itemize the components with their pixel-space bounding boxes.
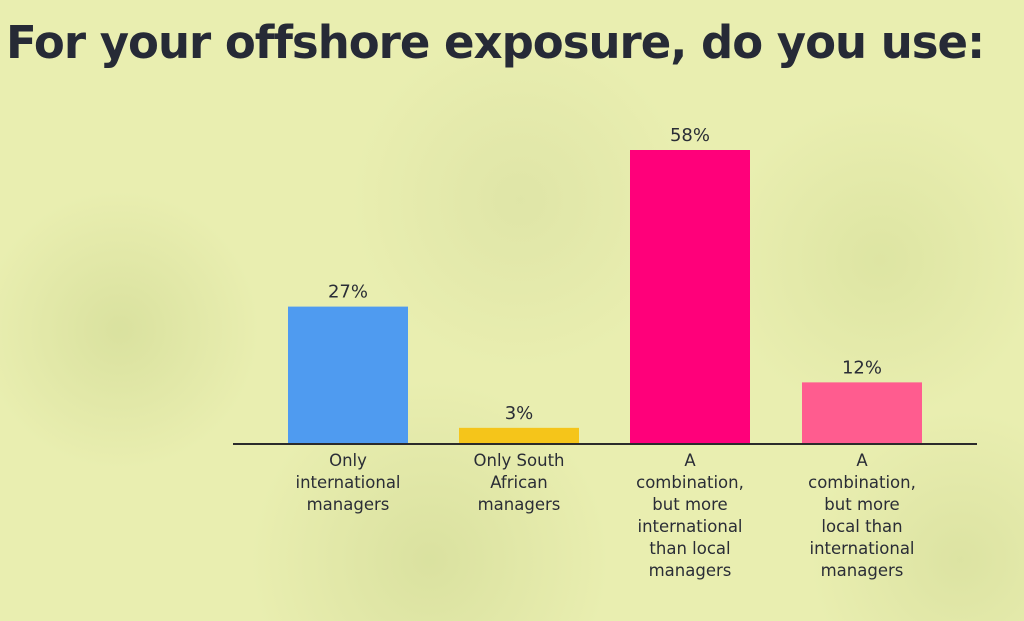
value-label-3: 58% bbox=[670, 125, 710, 146]
page-title: For your offshore exposure, do you use: bbox=[6, 16, 985, 69]
category-label-line: than local bbox=[649, 539, 730, 558]
category-label-line: managers bbox=[649, 561, 732, 580]
value-label-4: 12% bbox=[842, 357, 882, 378]
category-label-line: African bbox=[490, 473, 548, 492]
category-label-line: but more bbox=[652, 495, 727, 514]
bar-3 bbox=[630, 150, 750, 443]
category-label-line: managers bbox=[821, 561, 904, 580]
category-label-line: combination, bbox=[808, 473, 916, 492]
category-label-line: local than bbox=[821, 517, 902, 536]
category-label-line: international bbox=[295, 473, 400, 492]
category-label-line: managers bbox=[478, 495, 561, 514]
value-label-1: 27% bbox=[328, 282, 368, 303]
category-label-2: Only South African managers bbox=[474, 451, 565, 514]
category-label-line: managers bbox=[307, 495, 390, 514]
category-label-line: international bbox=[637, 517, 742, 536]
bar-1 bbox=[288, 306, 408, 443]
category-label-line: but more bbox=[824, 495, 899, 514]
category-label-line: Only South bbox=[474, 451, 565, 470]
category-label-line: international bbox=[809, 539, 914, 558]
category-label-1: Only international managers bbox=[295, 451, 400, 514]
bar-2 bbox=[459, 427, 579, 443]
category-label-line: Only bbox=[329, 451, 367, 470]
value-label-2: 3% bbox=[505, 403, 534, 424]
category-label-line: A bbox=[856, 451, 868, 470]
bar-4 bbox=[802, 382, 922, 443]
category-label-line: combination, bbox=[636, 473, 744, 492]
category-label-line: A bbox=[684, 451, 696, 470]
